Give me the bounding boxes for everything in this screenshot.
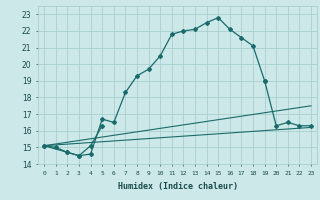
X-axis label: Humidex (Indice chaleur): Humidex (Indice chaleur) <box>118 182 238 191</box>
